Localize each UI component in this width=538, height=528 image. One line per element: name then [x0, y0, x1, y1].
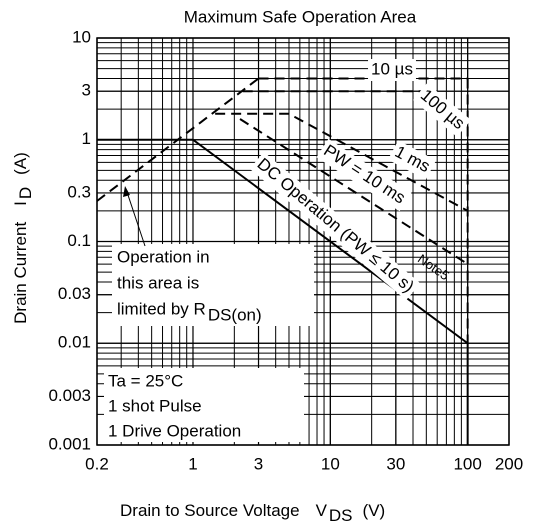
y-tick-label: 10	[72, 27, 91, 46]
series-label: 10 µs	[371, 59, 413, 78]
y-tick-label: 0.3	[67, 182, 91, 201]
chart-title: Maximum Safe Operation Area	[184, 7, 417, 26]
annotation-text: this area is	[117, 273, 199, 292]
annotation-box	[112, 244, 314, 326]
x-tick-label: 100	[453, 454, 481, 473]
y-axis-label-part: Drain Current	[11, 222, 30, 324]
annotation-subscript: DS(on)	[208, 305, 262, 324]
x-tick-label: 3	[254, 454, 263, 473]
y-tick-label: 0.003	[48, 386, 91, 405]
x-axis-label-part: (V)	[363, 501, 386, 520]
x-axis-label: Drain to Source Voltage V DS (V)	[120, 501, 385, 525]
y-tick-label: 1	[82, 129, 91, 148]
y-tick-label: 0.01	[58, 333, 91, 352]
x-axis-label-part: Drain to Source Voltage	[120, 501, 300, 520]
x-axis-label-part: V	[316, 501, 328, 520]
x-tick-label: 10	[321, 454, 340, 473]
y-axis-label-part: D	[16, 187, 35, 199]
x-tick-label: 200	[495, 454, 523, 473]
x-tick-label: 0.2	[85, 454, 109, 473]
series-label-group: 1 ms	[387, 140, 437, 180]
arrow-head	[123, 186, 130, 197]
series-label-bg	[368, 59, 416, 81]
annotation-text: 1 Drive Operation	[108, 421, 241, 440]
y-tick-label: 3	[82, 81, 91, 100]
series-line	[215, 112, 469, 212]
annotation-arrow	[126, 191, 146, 247]
y-axis-label-part: (A)	[11, 152, 30, 175]
y-tick-label: 0.03	[58, 284, 91, 303]
series-label-bg	[249, 151, 421, 301]
annotation-text: limited by R	[117, 299, 206, 318]
series-line	[239, 118, 469, 265]
annotation-text: Ta = 25°C	[108, 371, 183, 390]
y-axis-label: Drain Current ID (A)	[11, 152, 35, 324]
series-label-bg	[412, 83, 472, 137]
plot-frame	[96, 37, 510, 446]
annotation-box	[104, 368, 304, 442]
series-line	[97, 138, 469, 345]
series-label-bg	[316, 138, 412, 212]
annotation-text: 1 shot Pulse	[108, 396, 202, 415]
annotation-text: Operation in	[117, 247, 210, 266]
x-tick-label: 1	[188, 454, 197, 473]
y-tick-label: 0.1	[67, 231, 91, 250]
x-axis-label-part: DS	[329, 506, 353, 525]
series-label-bg	[387, 140, 437, 180]
y-tick-label: 0.001	[48, 434, 91, 453]
series-label-group: 10 µs	[368, 59, 416, 81]
x-tick-label: 30	[386, 454, 405, 473]
y-axis-label-part: I	[11, 201, 30, 206]
